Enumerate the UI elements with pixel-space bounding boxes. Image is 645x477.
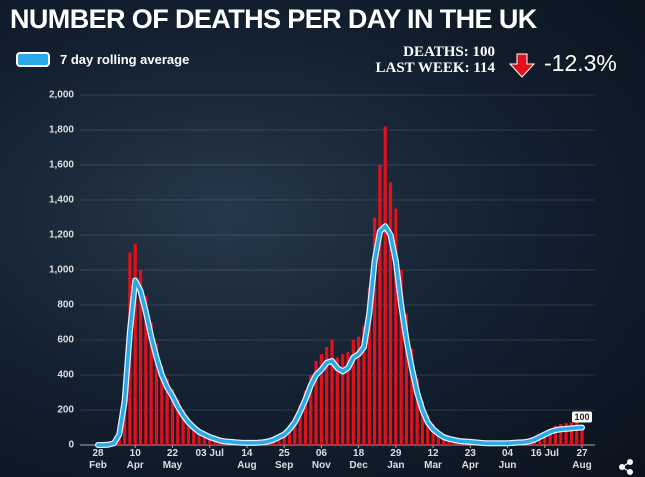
x-tick-label: 18 Dec [349,448,368,471]
x-tick-label: 23 Apr [461,448,479,471]
bar [144,296,148,445]
bar [293,417,297,445]
change: -12.3% [544,50,617,76]
x-tick-label: 27 Aug [572,448,592,471]
y-tick-label: 1,200 [49,230,74,241]
x-tick-label: 22 May [162,448,183,471]
x-tick-label: 04 Jun [498,448,517,471]
bar [548,429,552,445]
y-tick-label: 2,000 [49,90,74,101]
bar [404,313,409,445]
bar [170,389,175,445]
bar [367,287,371,445]
x-tick-label: 10 Apr [126,448,144,471]
bar [154,343,159,445]
bar [388,182,393,445]
bar [357,336,361,445]
bar [298,404,302,445]
y-tick-label: 1,600 [49,160,74,171]
bar [325,347,329,445]
bar [341,354,345,445]
bar [559,424,563,445]
bar [378,165,382,445]
y-tick-label: 1,000 [49,265,74,276]
bar [436,431,440,445]
value-label: 100 [574,412,589,422]
bar [372,217,377,445]
bar [330,340,334,445]
x-tick-label: 28 Feb [89,448,107,471]
bar [287,425,292,445]
bar [569,422,573,445]
bar [192,424,196,445]
x-tick-label: 06 Nov [311,448,331,471]
chart-title: NUMBER OF DEATHS PER DAY IN THE UK [10,4,537,34]
bar [410,348,414,445]
bar [351,340,355,445]
legend-swatch [16,52,50,67]
y-tick-label: 1,400 [49,195,74,206]
y-tick-label: 0 [68,440,74,451]
bar [186,418,191,445]
down-arrow [508,53,536,78]
bar [160,366,164,445]
bar [420,401,425,445]
x-tick-label: 03 Jul [195,448,224,459]
bar [383,126,387,445]
x-tick-label: 14 Aug [237,448,257,471]
bar [138,270,143,445]
bar [543,431,547,445]
x-tick-label: 29 Jan [387,448,405,471]
last-week: LAST WEEK: 114 [375,60,496,76]
bar [202,432,206,445]
bar [282,432,286,445]
bar [431,424,435,445]
legend-label: 7 day rolling average [60,52,190,67]
bar [165,378,169,445]
bar [564,423,568,445]
x-tick-label: 25 Sep [274,448,294,471]
bar [133,243,137,445]
bar [319,354,323,445]
y-tick-label: 400 [57,370,74,381]
bar [580,427,584,445]
share-icon [619,459,633,475]
y-tick-label: 1,800 [49,125,74,136]
y-tick-label: 800 [57,300,74,311]
bar [394,208,398,445]
bar [415,378,419,445]
bar [197,429,201,445]
bar [362,326,366,445]
bar [303,390,308,445]
bar [176,399,180,445]
bar [575,421,579,445]
legend: 7 day rolling average [16,52,189,67]
bar [346,352,350,445]
value-label-bg [572,411,592,423]
bar [426,415,430,445]
deaths: DEATHS: 100 [403,44,495,60]
y-tick-label: 600 [57,335,74,346]
bar [399,270,403,445]
bar [181,410,185,445]
line-outline [95,223,585,448]
bar [335,357,339,445]
y-tick-label: 200 [57,405,74,416]
x-tick-label: 16 Jul [530,448,559,459]
bar [309,375,313,445]
x-tick-label: 12 Mar [424,448,442,471]
line [96,224,584,447]
bar [314,361,318,445]
bar [149,322,153,445]
summary: DEATHS: 100 LAST WEEK: 114 [376,44,496,76]
bar [553,425,558,445]
